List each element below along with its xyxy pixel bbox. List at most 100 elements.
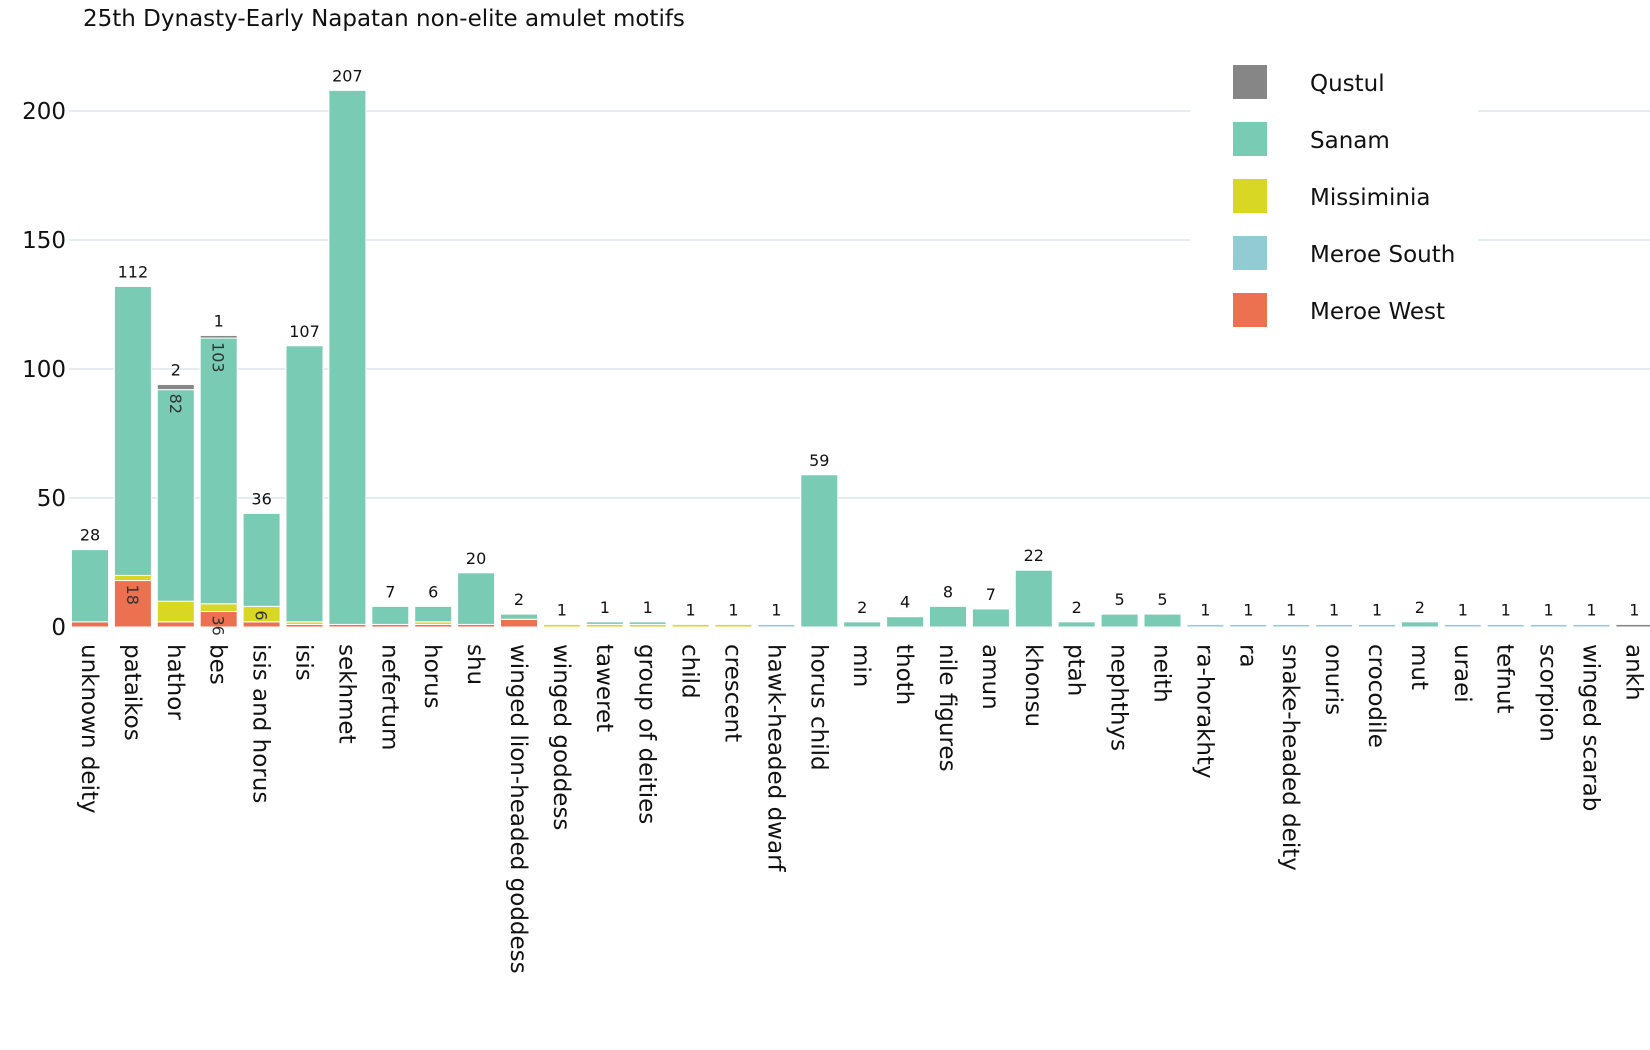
bar-segment[interactable] bbox=[671, 623, 710, 628]
bar-value-label: 207 bbox=[332, 66, 363, 85]
bar-value-label: 2 bbox=[1072, 598, 1082, 617]
bar-segment[interactable] bbox=[371, 605, 410, 625]
bar-value-label: 112 bbox=[118, 262, 149, 281]
x-tick-label: horus child bbox=[805, 644, 831, 771]
bar-segment[interactable] bbox=[628, 621, 667, 625]
x-tick-label: horus bbox=[419, 644, 445, 709]
legend-label[interactable]: Qustul bbox=[1310, 71, 1385, 97]
bar-segment[interactable] bbox=[1186, 623, 1225, 628]
bar-segment[interactable] bbox=[1615, 623, 1650, 628]
x-tick-label: bes bbox=[205, 644, 231, 685]
bar-segment[interactable] bbox=[800, 474, 839, 628]
y-axis: 0 50 100 150 200 bbox=[22, 99, 66, 641]
bar-value-label: 20 bbox=[466, 549, 486, 568]
bar-segment[interactable] bbox=[156, 600, 195, 623]
legend-swatch[interactable] bbox=[1233, 65, 1267, 99]
bar-segment[interactable] bbox=[971, 608, 1010, 628]
bar-segment[interactable] bbox=[1358, 623, 1396, 628]
x-tick-label: hawk-headed dwarf bbox=[762, 644, 788, 873]
legend-swatch[interactable] bbox=[1233, 179, 1267, 213]
bar-value-label: 107 bbox=[289, 322, 320, 341]
x-tick-label: mut bbox=[1406, 644, 1432, 690]
bar-segment[interactable] bbox=[1400, 621, 1439, 628]
x-tick-label: winged goddess bbox=[548, 644, 574, 830]
bar-segment[interactable] bbox=[1572, 623, 1611, 628]
bar-segment[interactable] bbox=[457, 572, 496, 625]
legend-swatch[interactable] bbox=[1233, 293, 1267, 327]
x-tick-label: taweret bbox=[591, 644, 617, 732]
bar-segment[interactable] bbox=[1272, 623, 1311, 628]
x-tick-label: ra bbox=[1234, 644, 1260, 668]
x-tick-label: crocodile bbox=[1363, 644, 1389, 748]
bar-segment[interactable] bbox=[500, 613, 538, 620]
bar-value-label: 5 bbox=[1115, 590, 1125, 609]
bar-value-label: 8 bbox=[943, 582, 953, 601]
bar-segment[interactable] bbox=[199, 603, 238, 613]
x-tick-label: hathor bbox=[162, 644, 188, 720]
bar-value-label: 1 bbox=[1286, 600, 1296, 619]
bar-segment[interactable] bbox=[71, 549, 109, 623]
bar-segment[interactable] bbox=[714, 623, 753, 628]
bar-segment[interactable] bbox=[1057, 621, 1096, 628]
x-tick-label: ankh bbox=[1620, 644, 1646, 701]
bar-segment[interactable] bbox=[1229, 623, 1268, 628]
bar-segment[interactable] bbox=[156, 621, 195, 628]
bar-inside-label: 6 bbox=[252, 610, 271, 620]
legend-swatch[interactable] bbox=[1233, 236, 1267, 270]
bar-segment[interactable] bbox=[1315, 623, 1354, 628]
bar-segment[interactable] bbox=[1486, 623, 1525, 628]
bar-segment[interactable] bbox=[199, 334, 238, 339]
bar-segment[interactable] bbox=[542, 623, 581, 628]
x-axis: unknown deity pataikos hathor bes isis and h… bbox=[76, 644, 1646, 974]
bar-segment[interactable] bbox=[156, 383, 195, 391]
bar-value-label: 2 bbox=[171, 360, 181, 379]
bar-inside-label: 103 bbox=[209, 342, 228, 373]
bar-segment[interactable] bbox=[1443, 623, 1482, 628]
bar-segment[interactable] bbox=[328, 89, 367, 625]
bar-segment[interactable] bbox=[113, 580, 152, 628]
bar-segment[interactable] bbox=[757, 623, 796, 628]
legend-label[interactable]: Meroe South bbox=[1310, 242, 1455, 268]
x-tick-label: amun bbox=[977, 644, 1003, 710]
bar-value-label: 6 bbox=[428, 582, 438, 601]
y-tick-label: 150 bbox=[22, 228, 66, 254]
y-tick-label: 0 bbox=[51, 615, 66, 641]
bar-segment[interactable] bbox=[242, 621, 281, 628]
x-tick-label: winged lion-headed goddess bbox=[505, 644, 531, 974]
bar-segment[interactable] bbox=[585, 621, 624, 625]
bar-segment[interactable] bbox=[929, 605, 967, 628]
bar-segment[interactable] bbox=[156, 389, 195, 602]
bar-segment[interactable] bbox=[500, 618, 538, 628]
x-tick-label: ra-horakhty bbox=[1191, 644, 1217, 779]
x-tick-label: sekhmet bbox=[333, 644, 359, 744]
bar-value-label: 22 bbox=[1024, 546, 1044, 565]
bar-segment[interactable] bbox=[414, 605, 453, 623]
legend-label[interactable]: Sanam bbox=[1310, 128, 1390, 154]
legend-swatch[interactable] bbox=[1233, 122, 1267, 156]
bar-value-label: 7 bbox=[986, 585, 996, 604]
bar-segment[interactable] bbox=[71, 621, 109, 628]
bar-segment[interactable] bbox=[242, 512, 281, 607]
bar-segment[interactable] bbox=[1014, 569, 1053, 628]
bar-value-label: 7 bbox=[385, 582, 395, 601]
x-tick-label: child bbox=[677, 644, 703, 699]
bar-value-label: 4 bbox=[900, 593, 910, 612]
bar-segment[interactable] bbox=[1529, 623, 1568, 628]
bar-segment[interactable] bbox=[843, 621, 882, 628]
bar-inside-label: 36 bbox=[209, 616, 228, 636]
bar-segment[interactable] bbox=[886, 616, 925, 628]
bar-value-label: 1 bbox=[686, 600, 696, 619]
x-tick-label: uraei bbox=[1449, 644, 1475, 703]
bar-segment[interactable] bbox=[285, 345, 324, 623]
bar-segment[interactable] bbox=[1143, 613, 1182, 628]
bar-segment[interactable] bbox=[1100, 613, 1139, 628]
x-tick-label: khonsu bbox=[1020, 644, 1046, 727]
bar-segment[interactable] bbox=[113, 285, 152, 576]
x-tick-label: group of deities bbox=[634, 644, 660, 824]
bar-segment[interactable] bbox=[113, 574, 152, 582]
bar-value-label: 1 bbox=[1200, 600, 1210, 619]
legend-label[interactable]: Meroe West bbox=[1310, 299, 1445, 325]
bar-segment[interactable] bbox=[199, 337, 238, 605]
x-tick-label: winged scarab bbox=[1578, 644, 1604, 811]
legend-label[interactable]: Missiminia bbox=[1310, 185, 1430, 211]
